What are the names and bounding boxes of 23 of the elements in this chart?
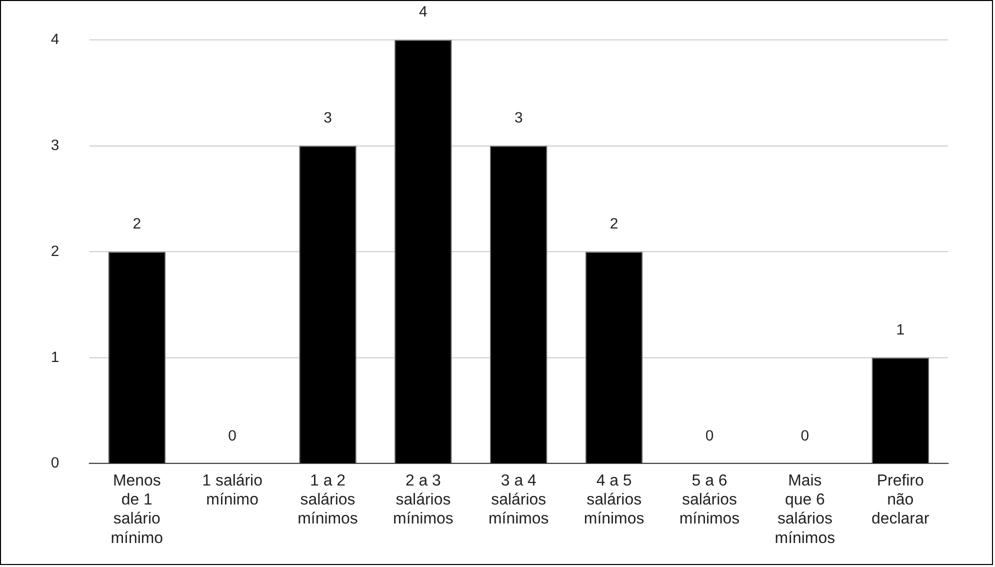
y-tick-label: 4 [50,31,60,48]
data-label: 0 [705,427,714,444]
data-label: 3 [514,110,523,127]
y-tick-label: 1 [50,348,60,366]
x-tick-label: 2 a 3 salários mínimos [393,472,454,528]
x-tick-label: 3 a 4 salários mínimos [488,472,549,528]
data-label: 4 [419,4,428,21]
data-label: 1 [896,321,905,338]
x-tick-label: 1 a 2 salários mínimos [298,472,358,528]
data-label: 0 [228,427,236,444]
data-label: 2 [610,215,618,232]
x-tick-label: Menos de 1 salário mínimo [110,472,164,547]
y-tick-label: 2 [50,242,60,260]
x-tick-label: 1 salário mínimo [202,472,263,509]
x-tick-label: Mais que 6 salários mínimos [774,472,836,547]
x-tick-label: 5 a 6 salários mínimos [679,472,740,528]
x-tick-label: 4 a 5 salários mínimos [584,472,644,528]
y-tick-label: 3 [50,136,60,154]
y-tick-label: 0 [50,454,60,472]
data-label: 0 [800,427,810,444]
data-label: 2 [132,215,142,232]
data-label: 3 [324,110,332,127]
x-tick-label: Prefiro não declarar [872,472,930,528]
